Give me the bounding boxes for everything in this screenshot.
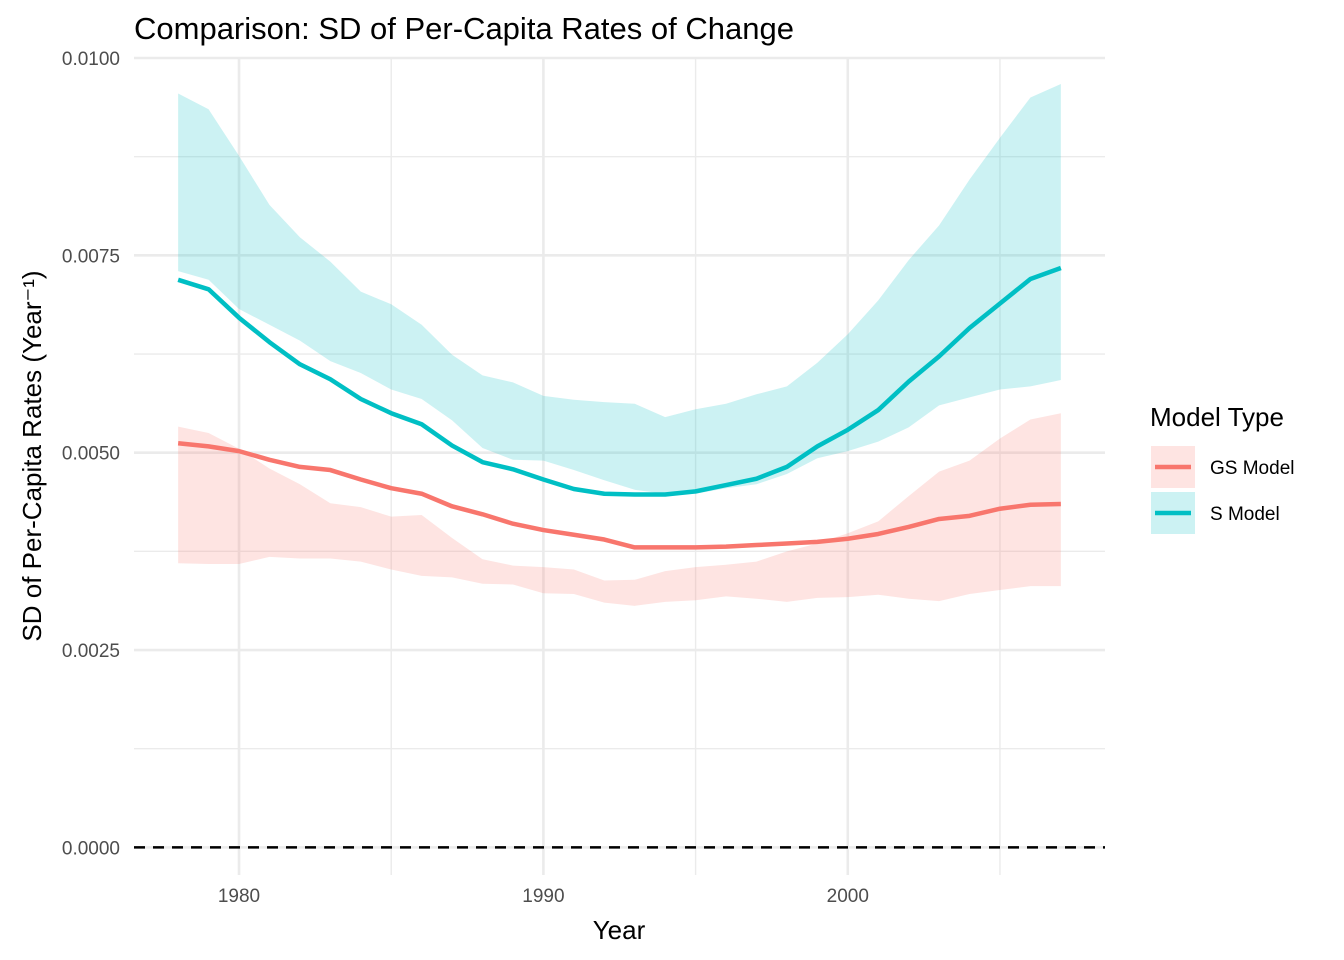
chart-title: Comparison: SD of Per-Capita Rates of Ch…: [134, 11, 794, 46]
ribbon-gs-model: [178, 413, 1061, 606]
line-s-model: [177, 265, 1062, 497]
series-lines: [177, 265, 1062, 550]
grid: [134, 56, 1105, 875]
x-tick-label: 2000: [827, 886, 869, 907]
y-tick-label: 0.0000: [62, 838, 120, 859]
y-tick-label: 0.0025: [62, 641, 120, 662]
confidence-ribbons: [178, 84, 1061, 606]
x-tick-label: 1990: [522, 886, 564, 907]
legend-label-gs-model: GS Model: [1210, 458, 1294, 479]
y-axis-title: SD of Per-Capita Rates (Year⁻¹): [17, 270, 47, 641]
y-axis-ticks: 0.0000 0.0025 0.0050 0.0075 0.0100: [62, 49, 120, 859]
y-tick-label: 0.0050: [62, 444, 120, 465]
legend-title: Model Type: [1150, 402, 1284, 432]
x-axis-title: Year: [593, 915, 646, 945]
line-gs-model: [177, 440, 1061, 550]
legend: Model Type GS Model S Model: [1150, 402, 1294, 534]
ribbon-s-model: [178, 84, 1061, 494]
x-axis-ticks: 1980 1990 2000: [218, 886, 869, 907]
y-tick-label: 0.0075: [62, 246, 120, 267]
legend-label-s-model: S Model: [1210, 504, 1280, 525]
y-tick-label: 0.0100: [62, 49, 120, 70]
x-tick-label: 1980: [218, 886, 260, 907]
